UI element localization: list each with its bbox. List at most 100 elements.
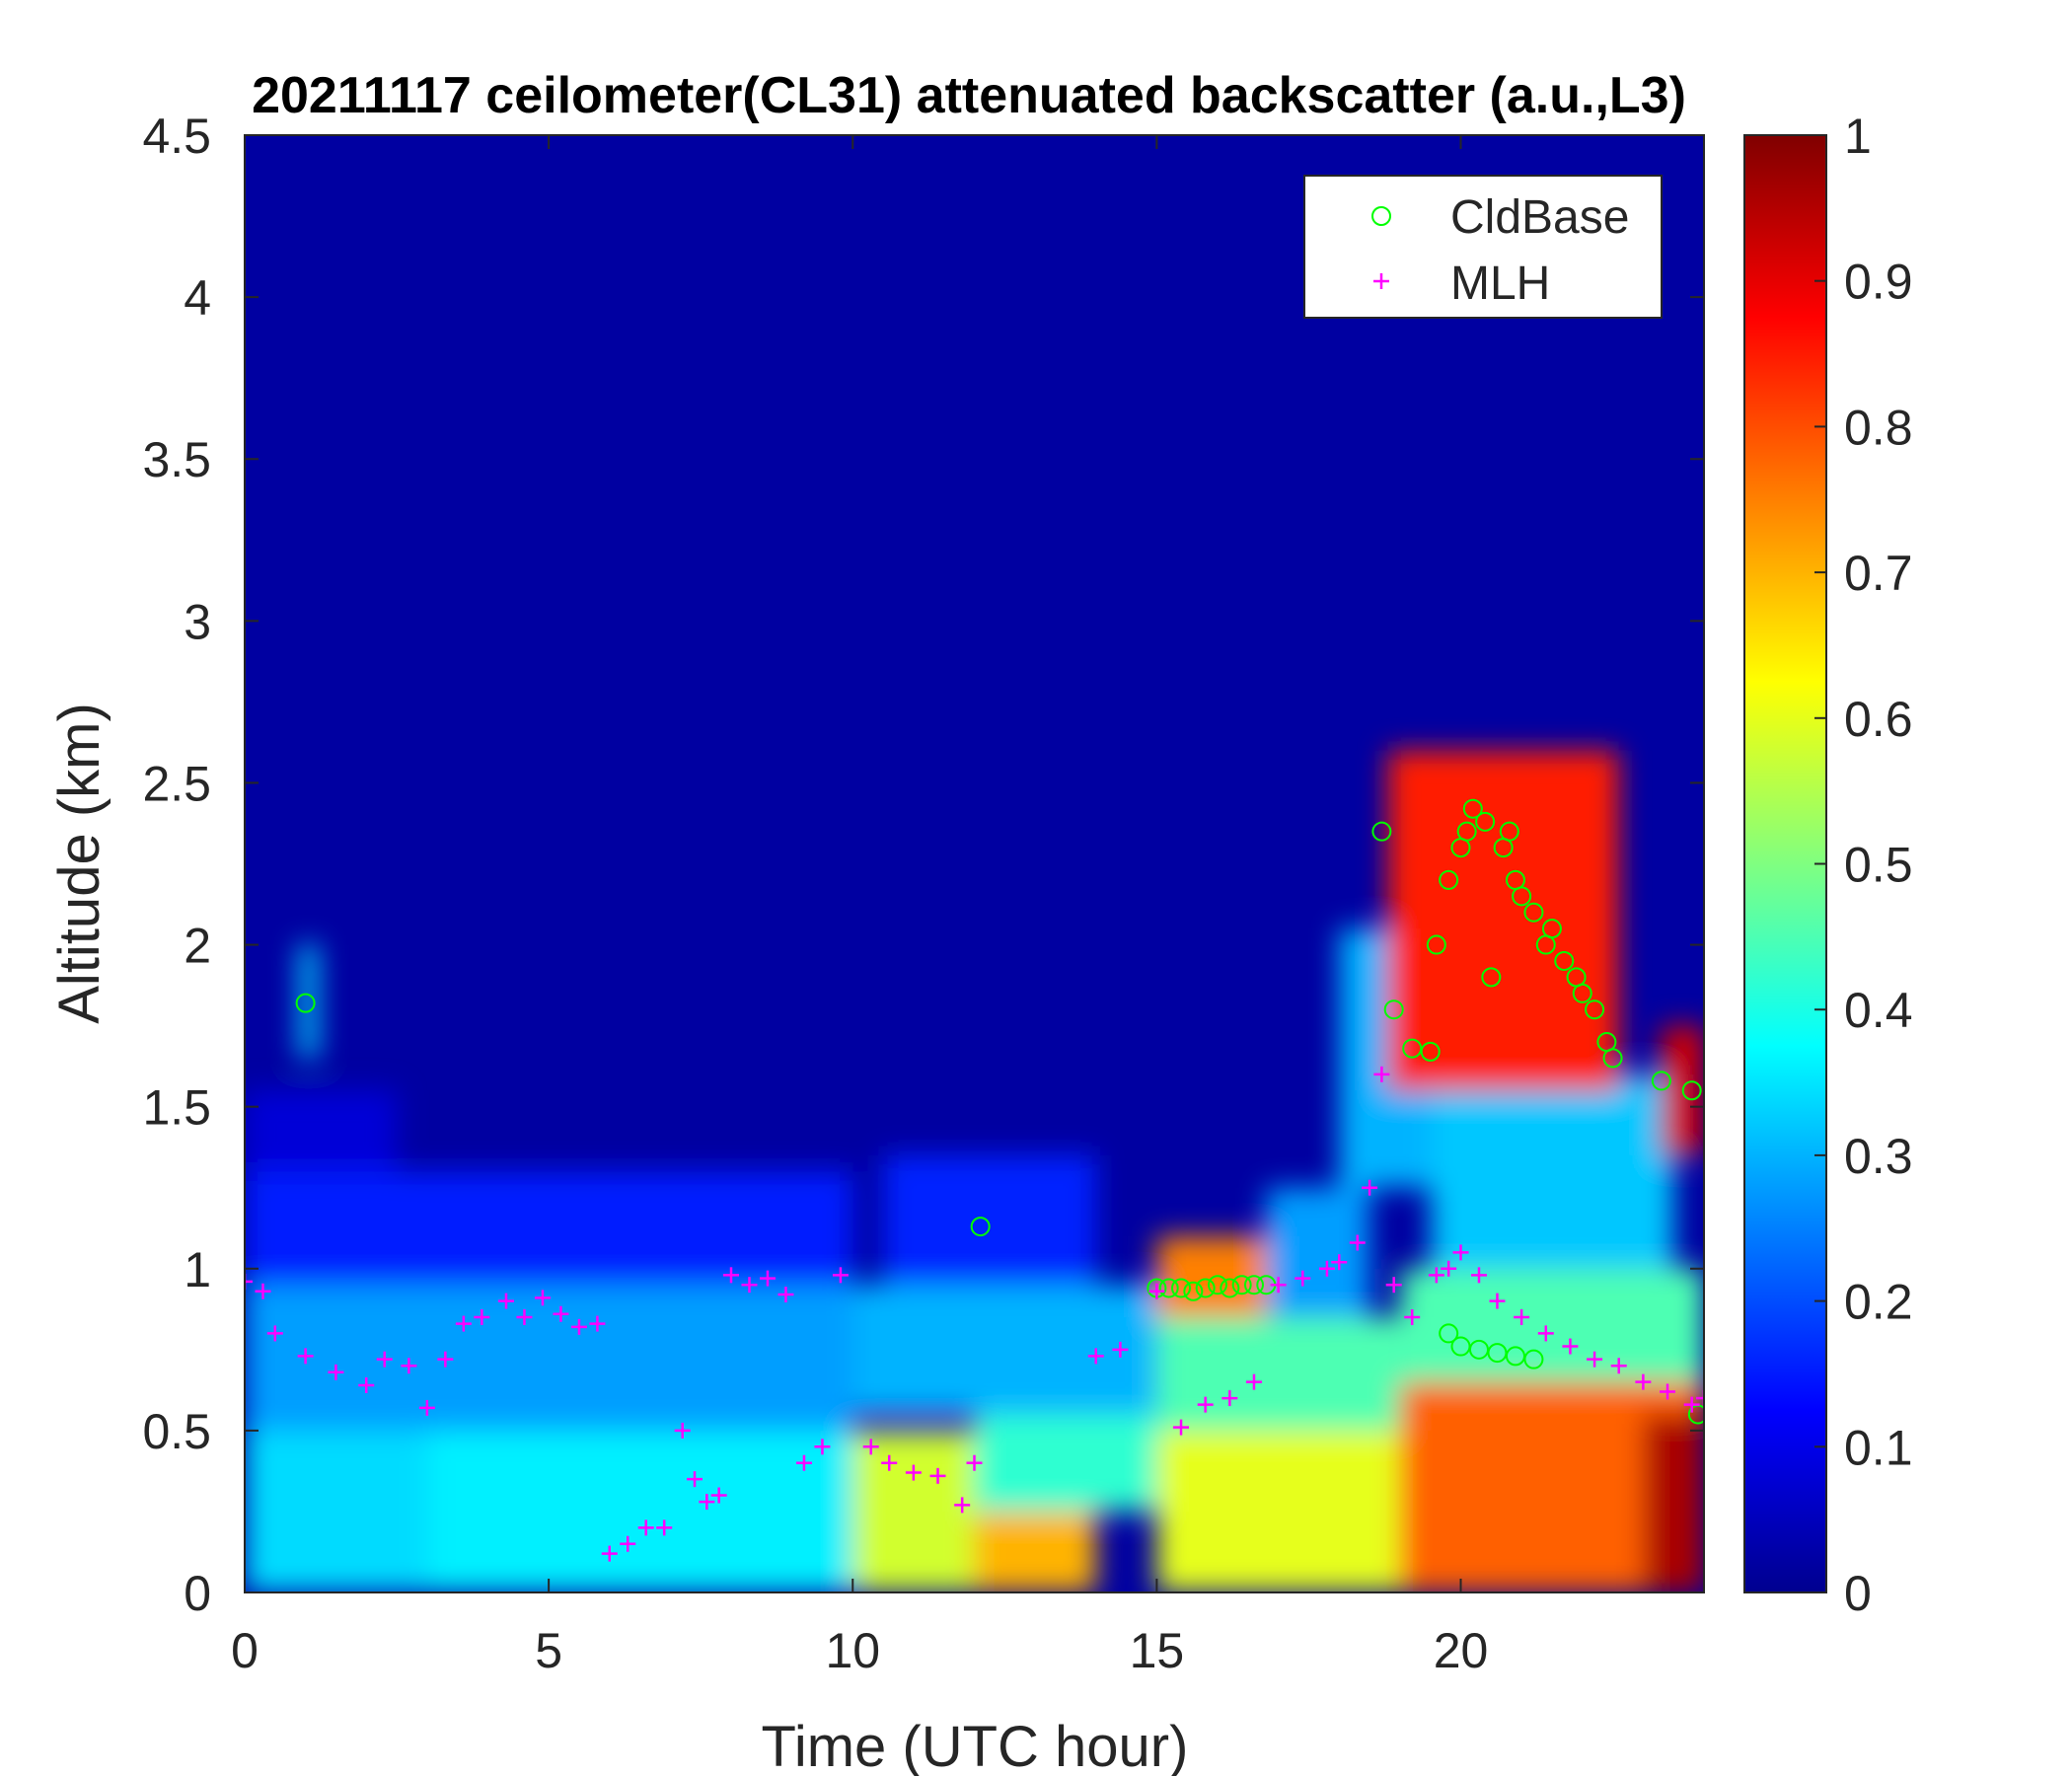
cldbase-point (295, 993, 316, 1013)
cldbase-point (1195, 1278, 1216, 1298)
heatmap-region (852, 1430, 975, 1592)
mlh-point (1696, 1390, 1704, 1407)
mlh-point (1173, 1419, 1190, 1436)
y-tick-label: 4 (184, 270, 211, 326)
colorbar-tick-label: 0.5 (1844, 838, 1913, 893)
colorbar-tick-label: 0.4 (1844, 983, 1913, 1038)
y-tick-label: 0 (184, 1566, 211, 1621)
cldbase-point (1512, 886, 1532, 907)
mlh-point (1245, 1373, 1262, 1390)
heatmap-region (883, 1154, 1096, 1286)
mlh-point (1562, 1338, 1579, 1355)
cldbase-point (1420, 1041, 1441, 1062)
y-tick-label: 4.5 (142, 109, 211, 164)
mlh-point (656, 1519, 673, 1536)
mlh-point (1489, 1293, 1506, 1309)
colorbar-tick-label: 0 (1844, 1566, 1872, 1621)
mlh-point (1087, 1348, 1104, 1365)
mlh-point (401, 1358, 417, 1374)
mlh-point (358, 1376, 375, 1393)
colorbar-tick-label: 0.9 (1844, 255, 1913, 310)
cldbase-point (1541, 919, 1562, 939)
cldbase-point (970, 1217, 991, 1237)
cldbase-point (1171, 1278, 1192, 1298)
mlh-point (474, 1309, 490, 1326)
cldbase-point (1220, 1278, 1240, 1298)
cldbase-point (1602, 1048, 1623, 1069)
heatmap-region (1156, 1235, 1267, 1318)
mlh-point (777, 1287, 794, 1303)
mlh-point (710, 1487, 727, 1504)
y-tick-label: 0.5 (142, 1404, 211, 1459)
mlh-point (516, 1309, 533, 1326)
mlh-point (814, 1439, 831, 1455)
heatmap-region (245, 1090, 398, 1172)
mlh-point (534, 1290, 551, 1306)
mlh-point (1683, 1396, 1700, 1413)
mlh-point (1385, 1277, 1402, 1294)
heatmap-region (1643, 1414, 1704, 1592)
cldbase-point (1243, 1275, 1264, 1295)
heatmap-region (1387, 750, 1619, 1091)
x-axis-label: Time (UTC hour) (762, 1715, 1189, 1776)
mlh-point (1452, 1244, 1469, 1261)
mlh-point (1349, 1234, 1366, 1251)
mlh-point (687, 1471, 703, 1488)
mlh-point (674, 1422, 691, 1439)
mlh-point (1318, 1260, 1335, 1277)
cldbase-point (1554, 950, 1575, 971)
heatmap-region (245, 1430, 427, 1592)
x-axis: 0 5 10 15 20 (231, 135, 1488, 1678)
mlh-point (589, 1315, 606, 1332)
colorbar-tick-label: 0.8 (1844, 400, 1913, 455)
mlh-point (1112, 1341, 1129, 1358)
mlh-point (328, 1364, 344, 1380)
y-tick-label: 3 (184, 594, 211, 649)
mlh-point (1537, 1325, 1554, 1342)
cldbase-point (1183, 1281, 1204, 1301)
mlh-point (954, 1497, 971, 1514)
legend-mlh-marker (1373, 273, 1389, 289)
mlh-point (570, 1318, 587, 1335)
mlh-point (741, 1277, 758, 1294)
mlh-point (255, 1283, 271, 1299)
mlh-point (620, 1535, 636, 1552)
mlh-point (1373, 1066, 1390, 1082)
colorbar-tick-label: 0.3 (1844, 1129, 1913, 1184)
mlh-point (1221, 1390, 1238, 1407)
plot-frame (244, 134, 1705, 1593)
heatmap-field (245, 750, 1704, 1592)
mlh-point (795, 1454, 812, 1471)
mlh-point (862, 1439, 879, 1455)
colorbar-tick-label: 0.2 (1844, 1275, 1913, 1330)
heatmap-region (245, 1285, 853, 1431)
y-tick-label: 1 (184, 1242, 211, 1297)
heatmap-region (1430, 1073, 1674, 1269)
heatmap-region (245, 1171, 853, 1286)
colorbar-tick-label: 0.7 (1844, 546, 1913, 601)
mlh-point (1362, 1179, 1378, 1196)
mlh-point (699, 1494, 715, 1511)
heatmap-region (1266, 1187, 1370, 1318)
chart-title: 20211117 ceilometer(CL31) attenuated bac… (252, 67, 1686, 124)
mlh-point (905, 1464, 922, 1481)
cldbase-point (1651, 1071, 1671, 1091)
cldbase-point (1523, 1349, 1544, 1369)
mlh-point (723, 1267, 739, 1284)
colorbar-tick-label: 0.6 (1844, 692, 1913, 747)
colorbar-ticks: 0 0.1 0.2 0.3 0.4 0.5 0.6 0.7 0.8 0.9 1 (1814, 109, 1913, 1621)
mlh-point (881, 1454, 898, 1471)
x-tick-label: 20 (1434, 1623, 1489, 1678)
mlh-point (553, 1305, 569, 1322)
mlh-point (832, 1267, 849, 1284)
mlh-point (455, 1315, 472, 1332)
cldbase-point (1572, 983, 1592, 1003)
series-cldbase (295, 798, 1704, 1425)
mlh-point (1428, 1267, 1444, 1284)
cldbase-point (1487, 1343, 1508, 1364)
cldbase-point (1231, 1275, 1252, 1295)
cldbase-point (1505, 1346, 1525, 1367)
y-tick-label: 2 (184, 919, 211, 974)
cldbase-point (1481, 967, 1502, 988)
x-tick-label: 0 (231, 1623, 259, 1678)
